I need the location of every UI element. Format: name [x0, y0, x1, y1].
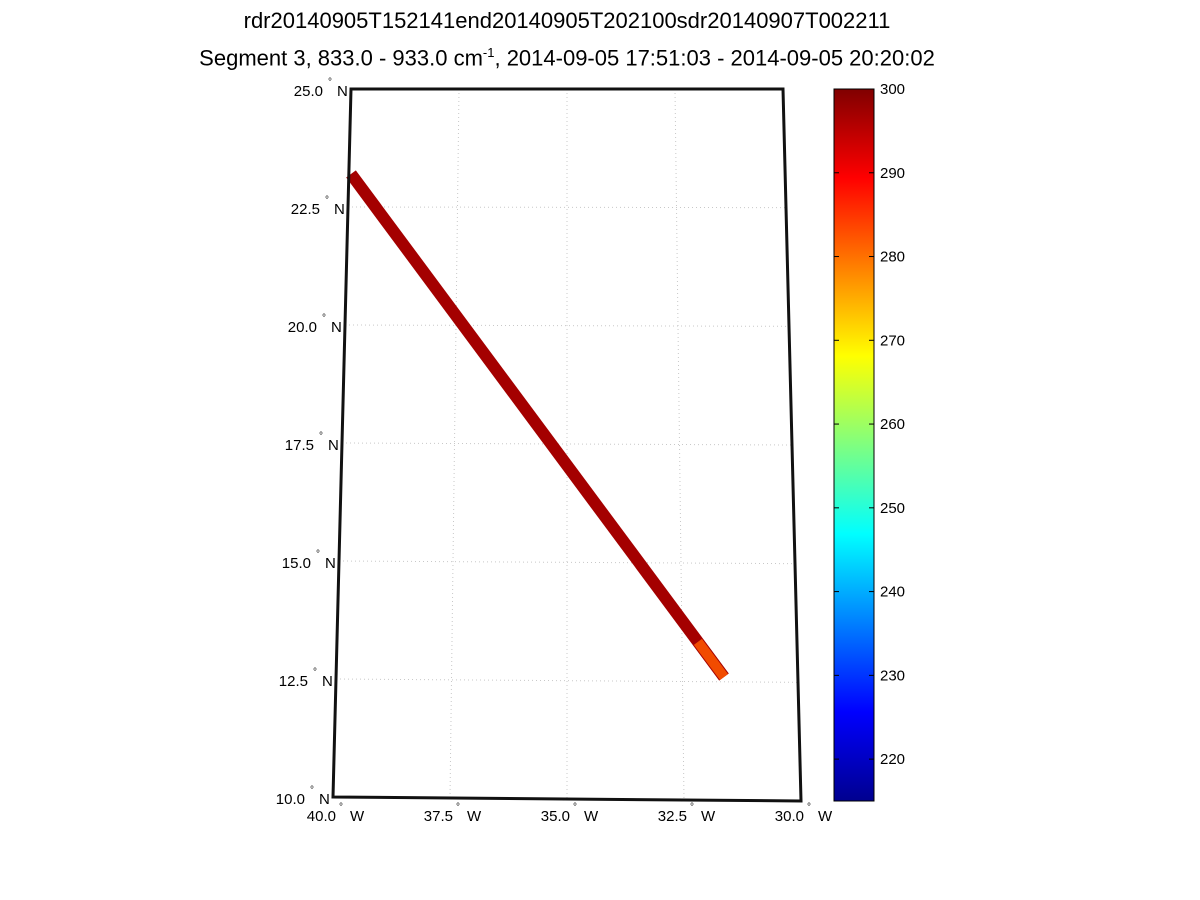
lat-tick-label: 15.0 ° N [282, 549, 336, 572]
lon-tick-label: 40.0° W [307, 802, 365, 825]
lat-tick-label: 25.0 ° N [294, 77, 348, 100]
colorbar-tick-label: 240 [880, 584, 905, 601]
longitude-labels: 40.0°W 37.5°W 35.0°W 32.5°W 30.0°W [307, 802, 833, 825]
lat-hemisphere: N [325, 555, 336, 572]
swath-band [346, 170, 729, 681]
lon-hemisphere: W [467, 808, 482, 825]
lon-tick-value: 32.5 [658, 808, 687, 825]
parallel-gridline [347, 206, 787, 209]
parallel-gridline [341, 442, 793, 446]
lon-degree-symbol: ° [339, 802, 343, 813]
lat-hemisphere: N [328, 437, 339, 454]
lon-tick-label: 35.0° W [541, 802, 599, 825]
colorbar-tick-label: 270 [880, 332, 905, 349]
parallel-gridline [338, 560, 796, 565]
graticule [335, 88, 799, 801]
colorbar-tick-label: 280 [880, 249, 905, 266]
lat-tick-value: 20.0 [288, 319, 317, 336]
lon-tick-label: 32.5° W [658, 802, 716, 825]
title-line-1: rdr20140905T152141end20140905T202100sdr2… [243, 8, 891, 33]
lat-degree-symbol: ° [325, 195, 329, 206]
colorbar-border [833, 88, 875, 802]
lon-tick-value: 30.0 [775, 808, 804, 825]
lat-degree-symbol: ° [328, 77, 332, 88]
title-line-2: Segment 3, 833.0 - 933.0 cm-1, 2014-09-0… [199, 45, 935, 71]
colorbar-tick-label: 300 [880, 81, 905, 98]
colorbar-tick-label: 220 [880, 751, 905, 768]
lat-tick-label: 10.0 ° N [276, 785, 330, 808]
lat-hemisphere: N [322, 673, 333, 690]
lat-tick-value: 25.0 [294, 83, 323, 100]
colorbar: 300 290 280 270 260 250 240 230 220 [833, 81, 905, 802]
colorbar-tick-label: 230 [880, 667, 905, 684]
lat-hemisphere: N [337, 83, 348, 100]
lat-tick-label: 12.5 ° N [279, 667, 333, 690]
lon-tick-value: 35.0 [541, 808, 570, 825]
meridian-gridline [674, 88, 685, 801]
lon-degree-symbol: ° [690, 802, 694, 813]
lon-tick-value: 40.0 [307, 808, 336, 825]
lat-tick-label: 17.5 ° N [285, 431, 339, 454]
satellite-swath [346, 170, 729, 681]
lon-tick-label: 30.0° W [775, 802, 833, 825]
lat-tick-label: 22.5 ° N [291, 195, 345, 218]
lat-degree-symbol: ° [313, 667, 317, 678]
swath-tip [693, 638, 729, 681]
colorbar-tick-label: 260 [880, 416, 905, 433]
lat-degree-symbol: ° [319, 431, 323, 442]
lat-tick-value: 22.5 [291, 201, 320, 218]
colorbar-gradient [834, 89, 874, 801]
lon-degree-symbol: ° [807, 802, 811, 813]
lat-degree-symbol: ° [316, 549, 320, 560]
lat-tick-value: 17.5 [285, 437, 314, 454]
lat-tick-value: 15.0 [282, 555, 311, 572]
map-frame [331, 87, 803, 803]
lat-tick-value: 10.0 [276, 791, 305, 808]
lat-hemisphere: N [319, 791, 330, 808]
lon-hemisphere: W [350, 808, 365, 825]
lon-tick-label: 37.5° W [424, 802, 482, 825]
colorbar-tick-label: 250 [880, 500, 905, 517]
lon-degree-symbol: ° [573, 802, 577, 813]
lat-hemisphere: N [331, 319, 342, 336]
lon-hemisphere: W [701, 808, 716, 825]
lon-tick-value: 37.5 [424, 808, 453, 825]
lon-degree-symbol: ° [456, 802, 460, 813]
lon-hemisphere: W [818, 808, 833, 825]
lat-tick-label: 20.0 ° N [288, 313, 342, 336]
lon-hemisphere: W [584, 808, 599, 825]
lat-degree-symbol: ° [322, 313, 326, 324]
lat-hemisphere: N [334, 201, 345, 218]
colorbar-tick-label: 290 [880, 165, 905, 182]
map-border [331, 87, 803, 803]
latitude-labels: 25.0°N22.5°N20.0°N17.5°N15.0°N12.5°N10.0… [276, 77, 348, 808]
lat-degree-symbol: ° [310, 785, 314, 796]
lat-tick-value: 12.5 [279, 673, 308, 690]
